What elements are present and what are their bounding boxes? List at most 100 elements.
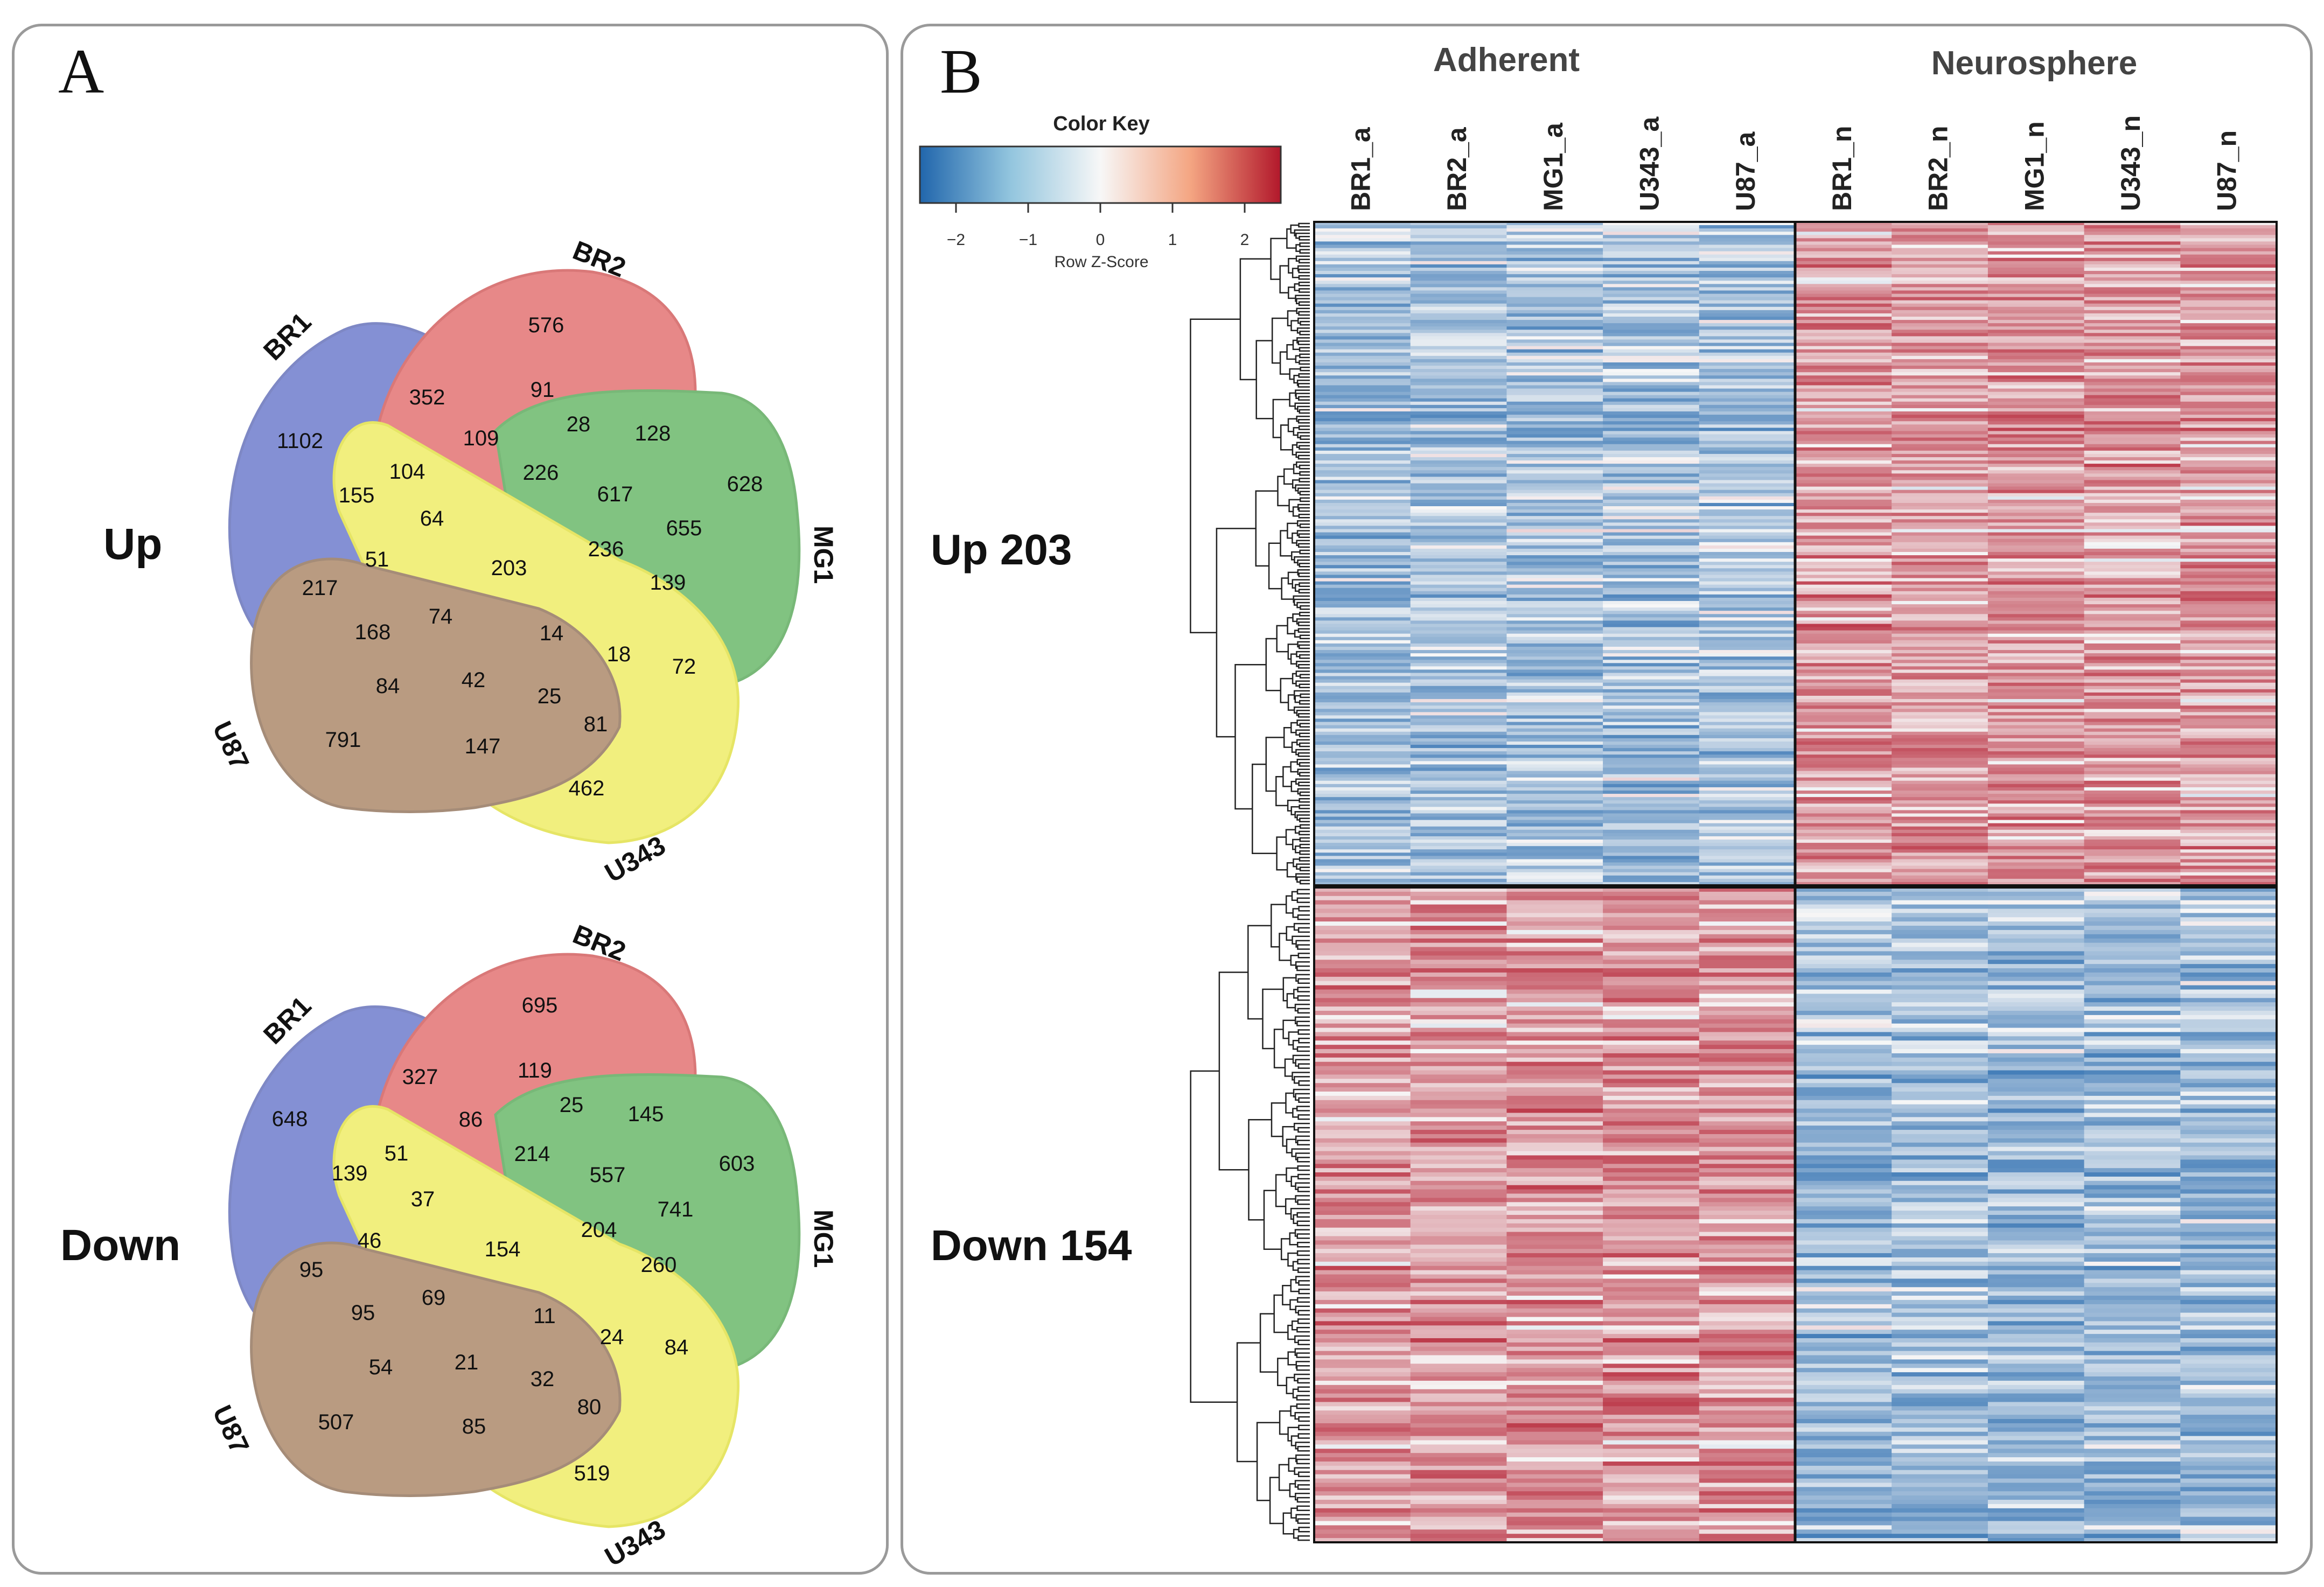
heatmap-up-cell — [1314, 434, 1411, 438]
color-key-xlabel: Row Z-Score — [1054, 253, 1148, 271]
heatmap-up-cell — [2084, 601, 2181, 605]
heatmap-down-cell — [1699, 1070, 1796, 1075]
heatmap-down-cell — [1314, 1410, 1411, 1415]
heatmap-up-cell — [1314, 473, 1411, 477]
heatmap-up-cell — [1892, 248, 1988, 252]
heatmap-up-cell — [1795, 388, 1892, 393]
heatmap-up-cell — [1699, 271, 1796, 275]
heatmap-up-cell — [1987, 627, 2085, 631]
heatmap-down-cell — [1410, 1351, 1507, 1356]
heatmap-up-cell — [1892, 385, 1988, 389]
heatmap-down-cell — [1699, 1151, 1796, 1156]
dendrogram-branch — [1293, 1076, 1310, 1084]
heatmap-down-cell — [1987, 1410, 2085, 1415]
heatmap-up-cell — [1987, 696, 2085, 700]
heatmap-down-cell — [1314, 1240, 1411, 1245]
heatmap-up-cell — [1987, 493, 2085, 497]
heatmap-up-cell — [1699, 424, 1796, 428]
heatmap-down-cell — [1506, 1308, 1603, 1313]
heatmap-up-cell — [1506, 551, 1603, 556]
heatmap-up-cell — [1603, 673, 1700, 677]
heatmap-up-cell — [2084, 705, 2181, 709]
venn-up-region-26: 84 — [376, 674, 400, 698]
heatmap-up-cell — [1410, 290, 1507, 295]
heatmap-up-cell — [1314, 509, 1411, 513]
group-label-adherent: Adherent — [1433, 41, 1580, 79]
heatmap-down-cell — [1699, 1074, 1796, 1079]
heatmap-up-cell — [1699, 656, 1796, 660]
heatmap-up-cell — [1795, 287, 1892, 291]
heatmap-up-cell — [1795, 624, 1892, 628]
heatmap-down-cell — [2180, 934, 2277, 939]
heatmap-up-cell — [1892, 800, 1988, 804]
heatmap-down-cell — [2084, 964, 2181, 969]
heatmap-up-cell — [1506, 264, 1603, 268]
heatmap-up-cell — [1506, 650, 1603, 654]
heatmap-down-cell — [1506, 1176, 1603, 1181]
venn-down-region-23: 11 — [533, 1304, 556, 1328]
heatmap-down-cell — [2084, 938, 2181, 943]
heatmap-up-cell — [1987, 284, 2085, 288]
heatmap-up-cell — [1603, 767, 1700, 772]
heatmap-up-cell — [1506, 548, 1603, 553]
heatmap-down-cell — [1410, 1397, 1507, 1403]
heatmap-up-cell — [1506, 470, 1603, 474]
heatmap-down-cell — [1795, 955, 1892, 960]
heatmap-up-cell — [1314, 650, 1411, 654]
heatmap-up-cell — [1410, 584, 1507, 589]
heatmap-down-cell — [1506, 964, 1603, 969]
heatmap-up-cell — [1795, 551, 1892, 556]
heatmap-up-cell — [1603, 281, 1700, 284]
heatmap-up-cell — [2180, 731, 2277, 736]
heatmap-down-cell — [1410, 1380, 1507, 1386]
heatmap-up-cell — [2180, 284, 2277, 288]
heatmap-up-cell — [1314, 689, 1411, 693]
heatmap-down-cell — [1410, 960, 1507, 964]
heatmap-up-cell — [1506, 810, 1603, 814]
heatmap-down-cell — [1410, 1121, 1507, 1126]
dendrogram-branch — [1296, 863, 1310, 870]
heatmap-up-cell — [2180, 751, 2277, 755]
heatmap-up-cell — [2084, 421, 2181, 425]
heatmap-up-cell — [1410, 222, 1507, 226]
heatmap-down-cell — [1506, 1257, 1603, 1262]
heatmap-up-cell — [1892, 408, 1988, 412]
heatmap-up-cell — [1603, 878, 1700, 883]
venn-up-set-u87 — [250, 557, 622, 813]
heatmap-down-cell — [2180, 1538, 2277, 1543]
heatmap-down-cell — [1603, 1474, 1700, 1479]
heatmap-down-cell — [2084, 1529, 2181, 1534]
heatmap-up-cell — [1506, 741, 1603, 745]
heatmap-up-cell — [1314, 800, 1411, 804]
heatmap-up-cell — [1699, 810, 1796, 814]
heatmap-up-cell — [1892, 513, 1988, 516]
heatmap-up-cell — [1410, 228, 1507, 232]
heatmap-down-cell — [1314, 1211, 1411, 1215]
heatmap-up-cell — [1987, 232, 2085, 235]
color-key-tick-label: 0 — [1096, 231, 1105, 249]
heatmap-up-cell — [1314, 735, 1411, 739]
heatmap-down-cell — [1506, 1321, 1603, 1326]
heatmap-down-cell — [1506, 1070, 1603, 1075]
heatmap-up-cell — [2180, 415, 2277, 418]
heatmap-down-cell — [1314, 1406, 1411, 1411]
dendrogram-branch — [1296, 602, 1310, 609]
heatmap-down-cell — [1699, 1100, 1796, 1105]
heatmap-up-cell — [1795, 722, 1892, 726]
heatmap-down-cell — [2084, 926, 2181, 931]
heatmap-down-cell — [1795, 981, 1892, 986]
heatmap-down-cell — [1699, 1232, 1796, 1237]
dendrogram-branch — [1299, 353, 1310, 359]
heatmap-down-cell — [1506, 1121, 1603, 1126]
heatmap-up-cell — [1603, 849, 1700, 853]
heatmap-up-cell — [1314, 823, 1411, 827]
heatmap-down-cell — [1795, 1155, 1892, 1160]
heatmap-up-cell — [1506, 297, 1603, 301]
heatmap-up-cell — [1795, 611, 1892, 614]
dendrogram-branch — [1297, 418, 1310, 424]
heatmap-down-cell — [1892, 1368, 1988, 1373]
heatmap-up-cell — [1314, 388, 1411, 393]
heatmap-down-cell — [1892, 1406, 1988, 1411]
heatmap-up-cell — [1314, 303, 1411, 307]
heatmap-up-cell — [1795, 794, 1892, 798]
